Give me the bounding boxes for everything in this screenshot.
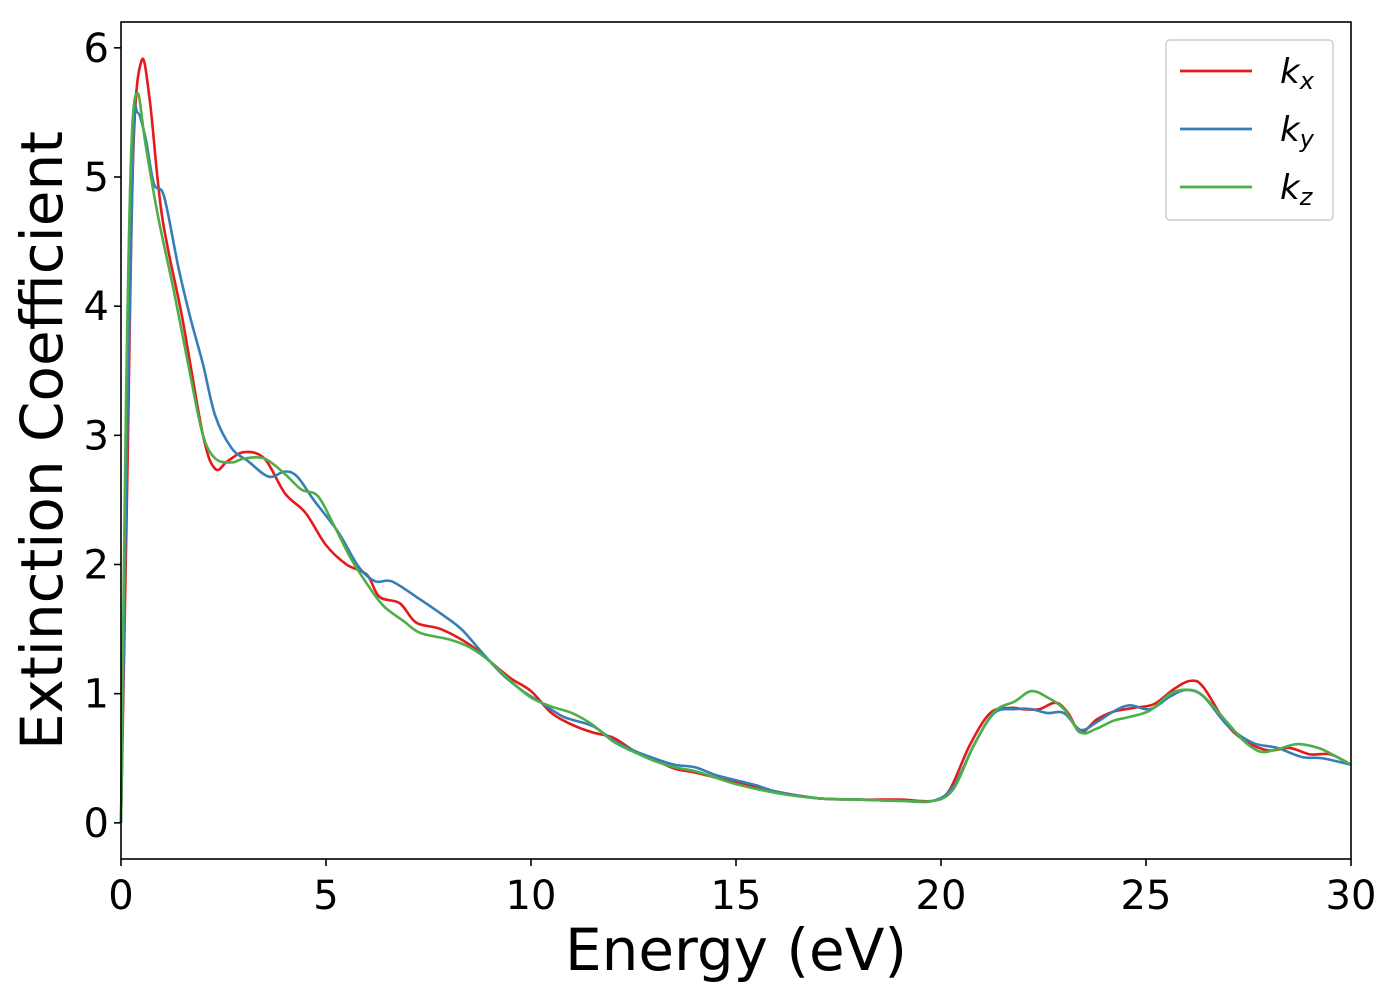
- legend-label-subscript: z: [1299, 183, 1314, 211]
- x-ticks: 0 5 10 15 20 25 30: [108, 859, 1376, 919]
- legend-label-subscript: x: [1299, 67, 1315, 95]
- legend-label: ky: [1280, 110, 1315, 153]
- legend-label-base: k: [1280, 52, 1301, 92]
- x-tick-label: 25: [1121, 873, 1172, 919]
- x-tick-label: 15: [711, 873, 762, 919]
- y-tick-label: 0: [84, 801, 109, 847]
- y-tick-label: 2: [84, 543, 109, 589]
- plot-lines: [119, 57, 1352, 823]
- legend-label-base: k: [1280, 168, 1301, 208]
- x-tick-label: 20: [916, 873, 967, 919]
- legend-label: kx: [1280, 52, 1315, 95]
- x-tick-label: 5: [313, 873, 338, 919]
- x-tick-label: 30: [1326, 873, 1377, 919]
- series-line-k-z: [119, 91, 1352, 823]
- y-tick-label: 4: [84, 284, 109, 330]
- y-tick-label: 6: [84, 26, 109, 72]
- legend-label-base: k: [1280, 110, 1301, 150]
- y-tick-label: 3: [84, 413, 109, 459]
- y-tick-label: 5: [84, 155, 109, 201]
- x-axis-title: Energy (eV): [565, 916, 907, 984]
- legend-label-subscript: y: [1299, 125, 1315, 153]
- x-tick-label: 0: [108, 873, 133, 919]
- x-tick-label: 10: [506, 873, 557, 919]
- y-tick-label: 1: [84, 672, 109, 718]
- legend-label: kz: [1280, 168, 1314, 211]
- y-axis-title: Extinction Coefficient: [8, 131, 76, 750]
- y-ticks: 0 1 2 3 4 5 6: [84, 26, 121, 847]
